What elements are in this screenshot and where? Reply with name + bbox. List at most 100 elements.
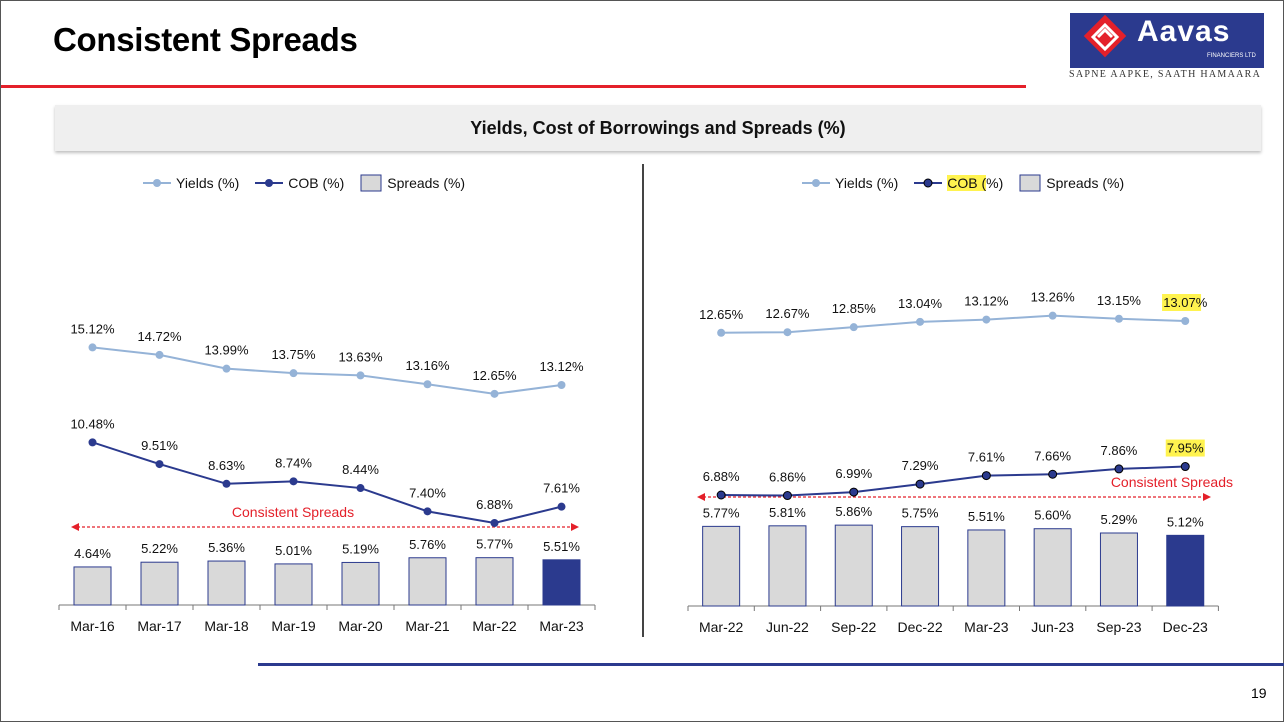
x-tick-label: Sep-22 (831, 619, 876, 635)
cob-data-label: 8.44% (342, 462, 379, 477)
legend-yields: Yields (%) (802, 175, 898, 191)
logo-emblem-icon (1083, 15, 1127, 58)
yields-point (289, 369, 298, 378)
cob-line (92, 441, 562, 525)
tagline: SAPNE AAPKE, SAATH HAMAARA (1069, 69, 1262, 80)
cob-point (915, 479, 925, 489)
cob-point (1114, 464, 1124, 474)
spread-data-label: 5.60% (1034, 508, 1071, 523)
spread-bar (341, 561, 380, 606)
x-tick-label: Jun-22 (766, 619, 809, 635)
spread-bar (1033, 528, 1072, 607)
yields-point (155, 350, 164, 359)
legend-left: Yields (%) COB (%) Spreads (%) (143, 173, 481, 193)
legend-spreads: Spreads (%) (1019, 174, 1124, 192)
legend-spreads-label: Spreads (%) (387, 175, 466, 191)
yields-point (490, 389, 499, 398)
yields-data-label: 13.12% (539, 359, 584, 374)
cob-data-label: 7.61% (968, 450, 1005, 465)
spread-data-label: 5.86% (835, 504, 872, 519)
cob-point (155, 460, 164, 469)
chart-divider (642, 164, 644, 637)
cob-point (289, 477, 298, 486)
footer-rule (258, 663, 1284, 666)
spread-data-label: 5.77% (703, 505, 740, 520)
legend-yields-marker-icon (802, 179, 830, 187)
x-tick-label: Mar-22 (699, 619, 744, 635)
cob-data-label: 6.88% (703, 469, 740, 484)
x-tick-label: Dec-23 (1163, 619, 1208, 635)
cob-data-label: 7.40% (409, 485, 446, 500)
legend-spreads-swatch-icon (1019, 174, 1041, 192)
yields-point (1048, 311, 1057, 320)
yields-point (982, 315, 991, 324)
legend-cob: COB (%) (914, 175, 1003, 191)
annotation-arrow-right-icon (1203, 493, 1211, 501)
yields-point (916, 317, 925, 326)
spread-data-label: 5.77% (476, 537, 513, 552)
spread-data-label: 4.64% (74, 546, 111, 561)
yields-data-label: 13.12% (964, 294, 1009, 309)
x-tick-label: Jun-23 (1031, 619, 1074, 635)
yields-point (783, 328, 792, 337)
yields-data-label: 15.12% (70, 321, 115, 336)
x-tick-label: Mar-23 (539, 618, 584, 634)
x-tick-label: Dec-22 (897, 619, 942, 635)
cob-data-label: 7.95% (1167, 441, 1204, 456)
spread-bar (542, 559, 581, 606)
legend-spreads-swatch-icon (360, 174, 382, 192)
cob-data-label: 8.74% (275, 455, 312, 470)
x-tick-label: Mar-19 (271, 618, 316, 634)
x-tick-label: Mar-18 (204, 618, 249, 634)
spread-data-label: 5.51% (968, 509, 1005, 524)
cob-data-label: 7.29% (902, 458, 939, 473)
x-tick-label: Mar-23 (964, 619, 1009, 635)
title-underline (1, 85, 1026, 88)
legend-right: Yields (%) COB (%) Spreads (%) (802, 173, 1140, 193)
yields-point (849, 323, 858, 332)
yields-data-label: 12.65% (472, 368, 517, 383)
yields-point (717, 328, 726, 337)
cob-point (1180, 462, 1190, 472)
x-tick-label: Mar-22 (472, 618, 517, 634)
cob-data-label: 6.88% (476, 497, 513, 512)
spread-data-label: 5.81% (769, 505, 806, 520)
yields-point (1181, 317, 1190, 325)
cob-point (1048, 469, 1058, 479)
yields-point (1114, 314, 1123, 323)
cob-point (88, 438, 97, 447)
cob-point (557, 502, 566, 511)
cob-data-label: 7.66% (1034, 448, 1071, 463)
x-tick-label: Sep-23 (1096, 619, 1141, 635)
spread-bar (274, 563, 313, 606)
legend-cob-marker-icon (914, 178, 943, 188)
annotation-arrow-left-icon (697, 493, 705, 501)
cob-point (222, 479, 231, 488)
legend-cob-label: COB (%) (947, 175, 1004, 191)
yields-data-label: 14.72% (137, 329, 182, 344)
spread-bar (140, 561, 179, 606)
spread-data-label: 5.75% (902, 506, 939, 521)
yields-data-label: 12.65% (699, 307, 744, 322)
cob-point (423, 507, 432, 516)
logo-text: Aavas (1137, 15, 1231, 48)
legend-cob-marker-icon (255, 179, 284, 187)
spread-data-label: 5.51% (543, 539, 580, 554)
spread-bar (1099, 532, 1138, 607)
cob-point (490, 519, 499, 527)
cob-point (716, 490, 726, 500)
spread-data-label: 5.19% (342, 541, 379, 556)
spread-bar (475, 557, 514, 606)
yields-data-label: 13.16% (405, 358, 450, 373)
spread-bar (967, 529, 1006, 607)
spread-data-label: 5.36% (208, 540, 245, 555)
yields-data-label: 13.26% (1031, 290, 1076, 305)
yields-point (423, 380, 432, 389)
yields-data-label: 12.85% (832, 301, 877, 316)
cob-point (849, 487, 859, 497)
cob-line (721, 465, 1186, 497)
x-tick-label: Mar-16 (70, 618, 115, 634)
legend-cob-label: COB (%) (288, 175, 345, 191)
cob-data-label: 7.61% (543, 481, 580, 496)
